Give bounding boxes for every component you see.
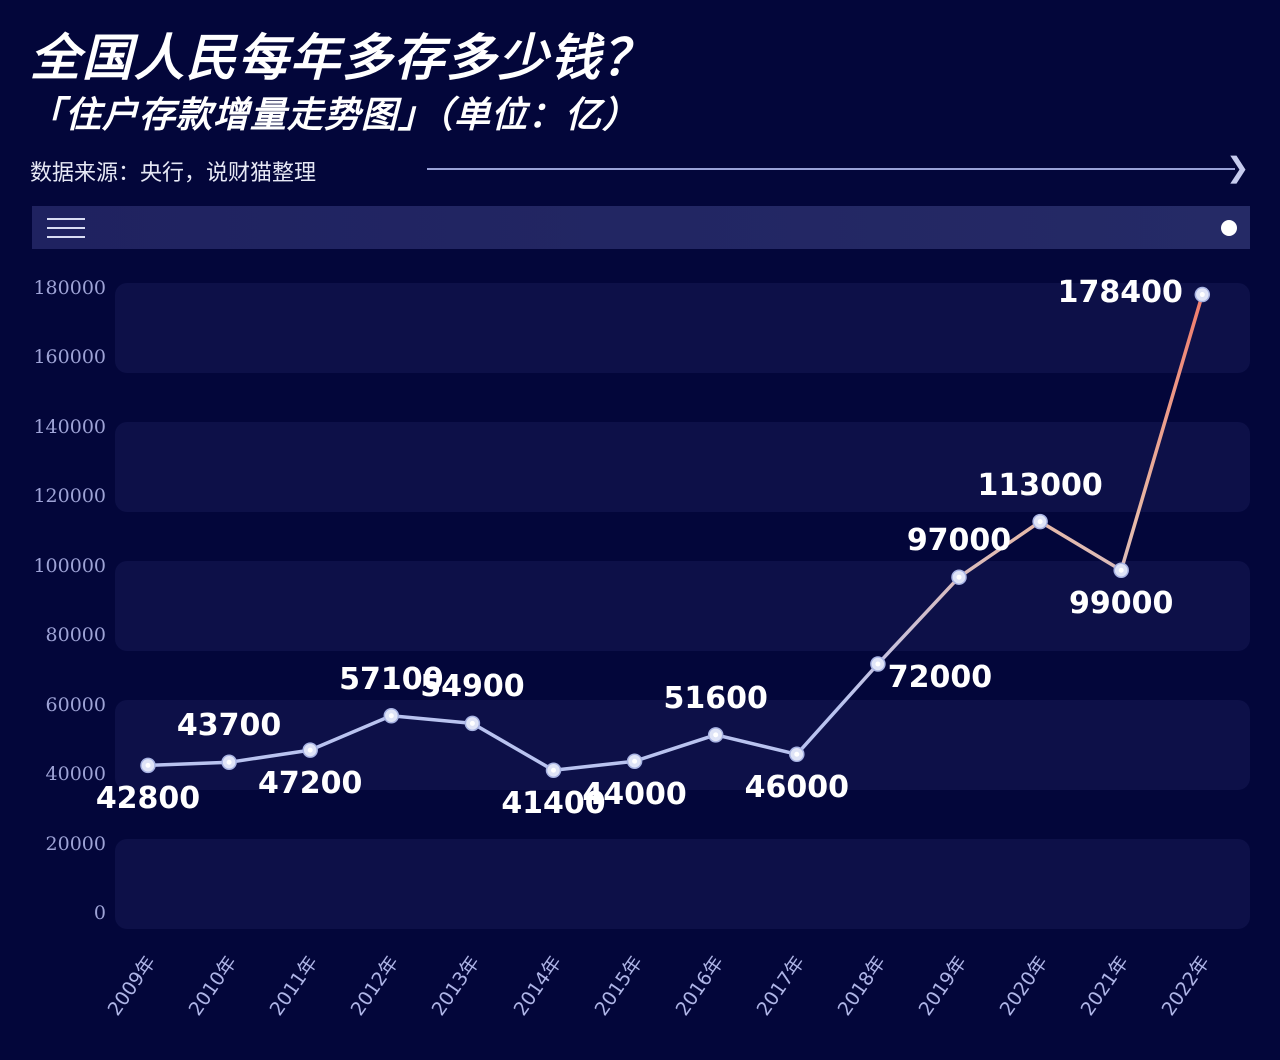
y-axis-tick: 140000 bbox=[33, 415, 106, 438]
y-axis-tick: 180000 bbox=[33, 277, 106, 299]
grid-band bbox=[115, 421, 1250, 513]
data-label: 47200 bbox=[258, 766, 363, 802]
data-label: 43700 bbox=[176, 708, 282, 744]
white-dot-icon[interactable] bbox=[1221, 220, 1237, 236]
grid-band bbox=[115, 283, 1250, 374]
grid-band bbox=[115, 838, 1250, 929]
y-axis-tick: 160000 bbox=[33, 346, 106, 369]
y-axis-tick: 0 bbox=[93, 902, 106, 924]
chart-toolbar bbox=[32, 206, 1250, 249]
data-label: 54900 bbox=[420, 669, 525, 705]
data-label: 41400 bbox=[501, 786, 606, 822]
hamburger-menu-icon[interactable] bbox=[47, 218, 85, 238]
data-source: 数据来源：央行，说财猫整理 bbox=[30, 161, 317, 186]
data-label: 42800 bbox=[95, 781, 201, 817]
chart-subtitle: 「住户存款增量走势图」（单位：亿） bbox=[28, 95, 640, 136]
y-axis-tick: 40000 bbox=[45, 763, 106, 786]
y-axis-tick: 80000 bbox=[45, 624, 106, 647]
data-label: 178400 bbox=[1057, 274, 1183, 310]
y-axis-tick: 20000 bbox=[45, 832, 106, 855]
data-label: 44000 bbox=[582, 777, 687, 813]
data-label: 51600 bbox=[663, 680, 768, 716]
grid-band bbox=[115, 560, 1250, 652]
data-label: 99000 bbox=[1069, 586, 1174, 622]
y-axis-tick: 60000 bbox=[45, 693, 106, 716]
decorative-arrow-line bbox=[427, 168, 1235, 170]
data-label: 57100 bbox=[339, 661, 444, 697]
chevron-right-icon: ❯ bbox=[1226, 151, 1250, 184]
y-axis-tick: 120000 bbox=[33, 485, 106, 508]
data-label: 97000 bbox=[906, 523, 1012, 559]
y-axis-tick: 100000 bbox=[33, 554, 106, 577]
data-label: 72000 bbox=[887, 660, 993, 695]
data-label: 46000 bbox=[744, 770, 849, 806]
data-label: 113000 bbox=[977, 467, 1103, 503]
chart-title: 全国人民每年多存多少钱？ bbox=[30, 29, 654, 87]
